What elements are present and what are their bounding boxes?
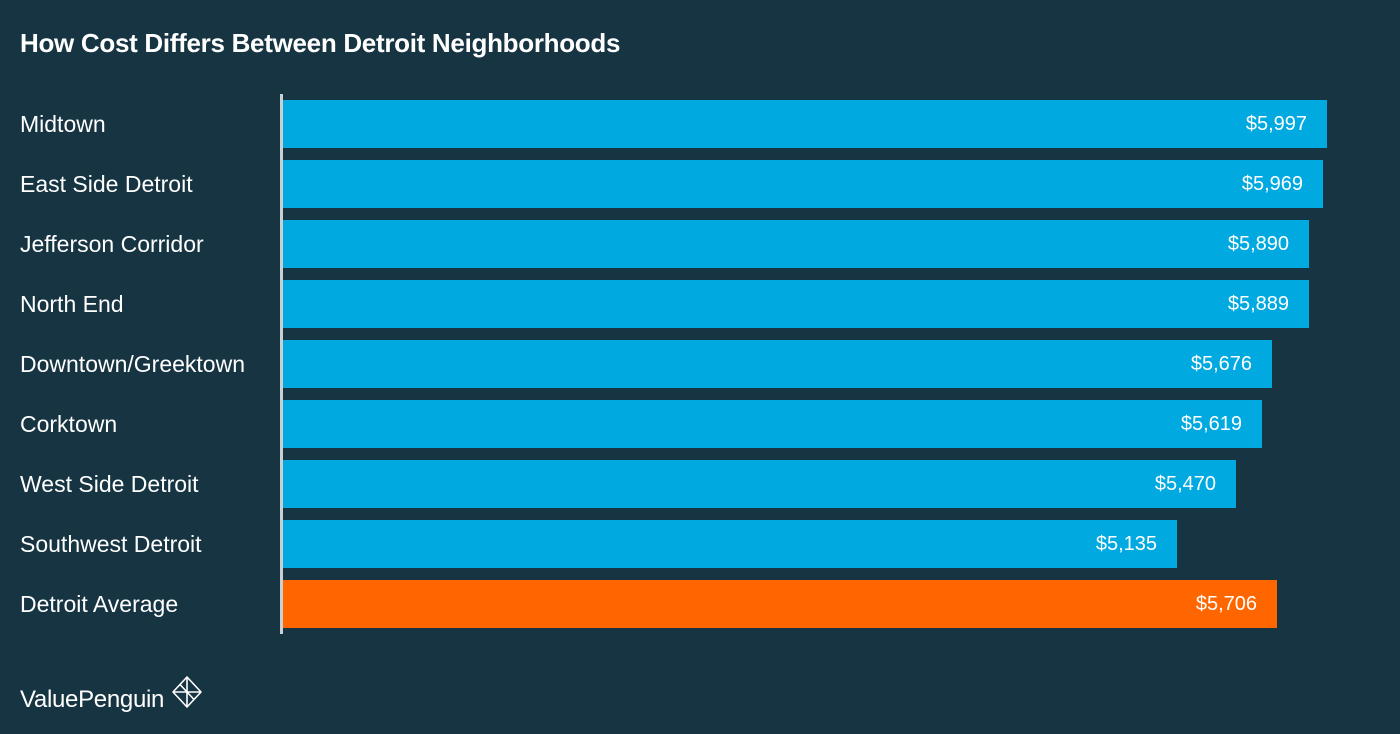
bar [283, 160, 1323, 208]
valuepenguin-logo-icon [170, 675, 204, 714]
value-label: $5,890 [1227, 233, 1289, 255]
bar [283, 460, 1236, 508]
category-label: Southwest Detroit [20, 531, 202, 557]
category-label: West Side Detroit [20, 471, 199, 497]
category-label: Detroit Average [20, 591, 179, 617]
value-label: $5,470 [1154, 473, 1216, 495]
bar [283, 400, 1262, 448]
bar-average [283, 580, 1277, 628]
category-label: Downtown/Greektown [20, 351, 245, 377]
value-label: $5,619 [1180, 413, 1242, 435]
bar [283, 520, 1177, 568]
category-label: East Side Detroit [20, 171, 193, 197]
category-label: North End [20, 291, 124, 317]
category-label: Jefferson Corridor [20, 231, 204, 257]
category-label: Midtown [20, 111, 106, 137]
category-label: Corktown [20, 411, 118, 437]
chart-title: How Cost Differs Between Detroit Neighbo… [20, 28, 621, 58]
bar [283, 340, 1272, 388]
bar [283, 220, 1309, 268]
brand-name: ValuePenguin [20, 686, 165, 713]
value-label: $5,969 [1241, 173, 1303, 195]
value-label: $5,676 [1190, 353, 1252, 375]
bar [283, 100, 1327, 148]
value-label: $5,889 [1227, 293, 1289, 315]
value-label: $5,706 [1195, 593, 1257, 615]
value-label: $5,997 [1245, 113, 1307, 135]
brand-footer: ValuePenguin [20, 675, 204, 720]
value-label: $5,135 [1095, 533, 1157, 555]
bar [283, 280, 1309, 328]
y-axis-line [280, 94, 283, 634]
